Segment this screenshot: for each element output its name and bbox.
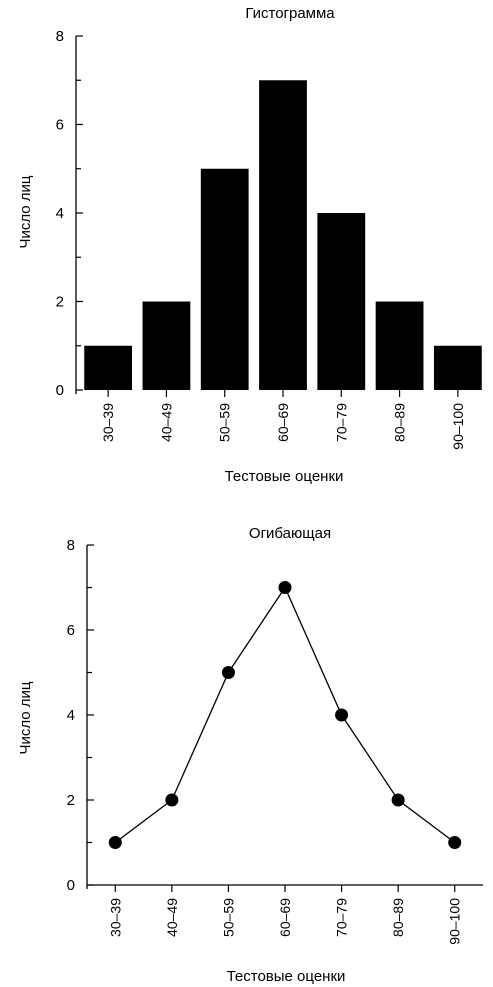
y-tick-label: 6 bbox=[67, 622, 75, 639]
y-tick-label: 2 bbox=[67, 792, 75, 809]
y-tick-label: 6 bbox=[56, 117, 64, 134]
bar bbox=[84, 345, 133, 390]
bar bbox=[433, 345, 482, 390]
data-point bbox=[448, 836, 462, 849]
x-tick-label: 30–39 bbox=[100, 403, 116, 442]
series-line bbox=[114, 586, 456, 844]
data-point bbox=[278, 581, 292, 594]
chart-title: Огибающая bbox=[249, 525, 331, 542]
data-point bbox=[108, 836, 122, 849]
y-axis-label: Число лиц bbox=[17, 681, 34, 754]
histogram-chart: Гистограмма Число лиц Тестовые оценки 0 2… bbox=[17, 5, 482, 485]
x-tick-label: 60–69 bbox=[277, 898, 293, 937]
y-tick-label: 0 bbox=[56, 382, 64, 399]
x-tick-label: 30–39 bbox=[107, 898, 123, 937]
bar bbox=[200, 168, 249, 390]
x-tick-label: 80–89 bbox=[392, 403, 408, 442]
data-point bbox=[221, 666, 235, 679]
x-tick-label: 40–49 bbox=[158, 403, 174, 442]
bar bbox=[259, 80, 307, 390]
x-tick-label: 90–100 bbox=[450, 403, 466, 450]
data-point bbox=[165, 793, 179, 807]
data-point bbox=[391, 793, 405, 807]
x-tick-label: 90–100 bbox=[447, 898, 463, 945]
y-axis-label: Число лиц bbox=[17, 175, 34, 248]
bar bbox=[317, 213, 366, 390]
y-tick-label: 2 bbox=[56, 294, 64, 311]
chart-title: Гистограмма bbox=[245, 5, 335, 22]
y-tick-label: 8 bbox=[56, 28, 64, 45]
data-point bbox=[335, 708, 349, 722]
x-tick-label: 40–49 bbox=[164, 898, 180, 937]
y-tick-label: 4 bbox=[67, 707, 75, 724]
x-tick-label: 50–59 bbox=[217, 403, 233, 442]
x-tick-label: 50–59 bbox=[220, 898, 236, 937]
x-axis-label: Тестовые оценки bbox=[227, 968, 346, 985]
x-tick-label: 70–79 bbox=[334, 898, 350, 937]
polygon-chart: Огибающая Число лиц Тестовые оценки 0 2 4 6… bbox=[17, 525, 483, 985]
y-tick-label: 4 bbox=[56, 205, 64, 222]
bar bbox=[142, 301, 191, 390]
x-tick-label: 70–79 bbox=[333, 403, 349, 442]
x-tick-label: 80–89 bbox=[390, 898, 406, 937]
bar bbox=[375, 301, 424, 390]
x-tick-label: 60–69 bbox=[275, 403, 291, 442]
y-tick-label: 8 bbox=[67, 537, 75, 554]
x-axis-label: Тестовые оценки bbox=[225, 468, 344, 485]
y-tick-label: 0 bbox=[67, 877, 75, 894]
